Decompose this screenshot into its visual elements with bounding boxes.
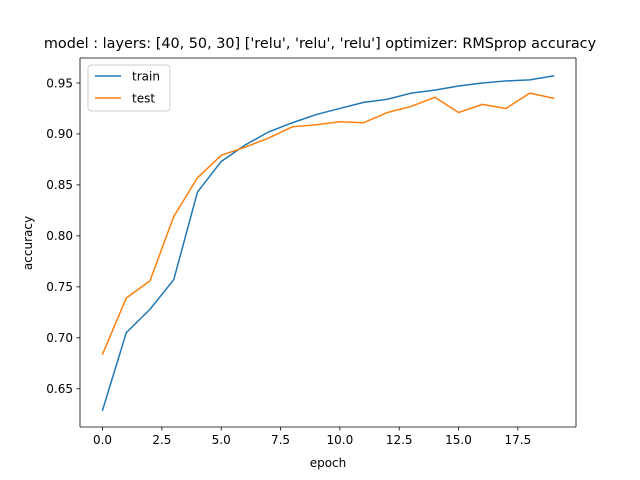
legend: train test	[87, 64, 171, 112]
x-axis-label: epoch	[310, 456, 347, 470]
y-tick-label: 0.65	[46, 382, 73, 396]
x-tick-label: 2.5	[152, 433, 171, 447]
plot-area	[80, 58, 576, 427]
plot-background	[80, 58, 576, 427]
y-tick-label: 0.80	[46, 229, 73, 243]
series-train	[101, 74, 555, 412]
x-tick-label: 5.0	[212, 433, 231, 447]
x-tick-label: 12.5	[386, 433, 413, 447]
series-lines	[101, 74, 555, 412]
y-tick-label: 0.90	[46, 127, 73, 141]
x-tick-label: 10.0	[327, 433, 354, 447]
x-tick-label: 17.5	[504, 433, 531, 447]
axes-spines	[79, 57, 577, 428]
series-test	[101, 92, 555, 356]
series-line-test	[101, 92, 555, 356]
y-axis-label: accuracy	[21, 216, 35, 270]
y-tick-label: 0.75	[46, 280, 73, 294]
y-tick-label: 0.70	[46, 331, 73, 345]
chart-title: model : layers: [40, 50, 30] ['relu', 'r…	[44, 36, 597, 52]
x-axis-ticks: 0.0 2.5 5.0 7.5 10.0 12.5 15.0 17.5	[93, 427, 531, 447]
x-tick-label: 15.0	[445, 433, 472, 447]
legend-label-train: train	[132, 69, 160, 83]
x-tick-label: 0.0	[93, 433, 112, 447]
x-tick-label: 7.5	[271, 433, 290, 447]
series-line-train	[101, 74, 555, 412]
legend-item-train: train	[95, 69, 160, 83]
y-tick-label: 0.85	[46, 178, 73, 192]
y-tick-label: 0.95	[46, 76, 73, 90]
y-axis-ticks: 0.65 0.70 0.75 0.80 0.85 0.90 0.95	[46, 76, 80, 396]
legend-label-test: test	[132, 91, 155, 105]
legend-item-test: test	[95, 91, 155, 105]
